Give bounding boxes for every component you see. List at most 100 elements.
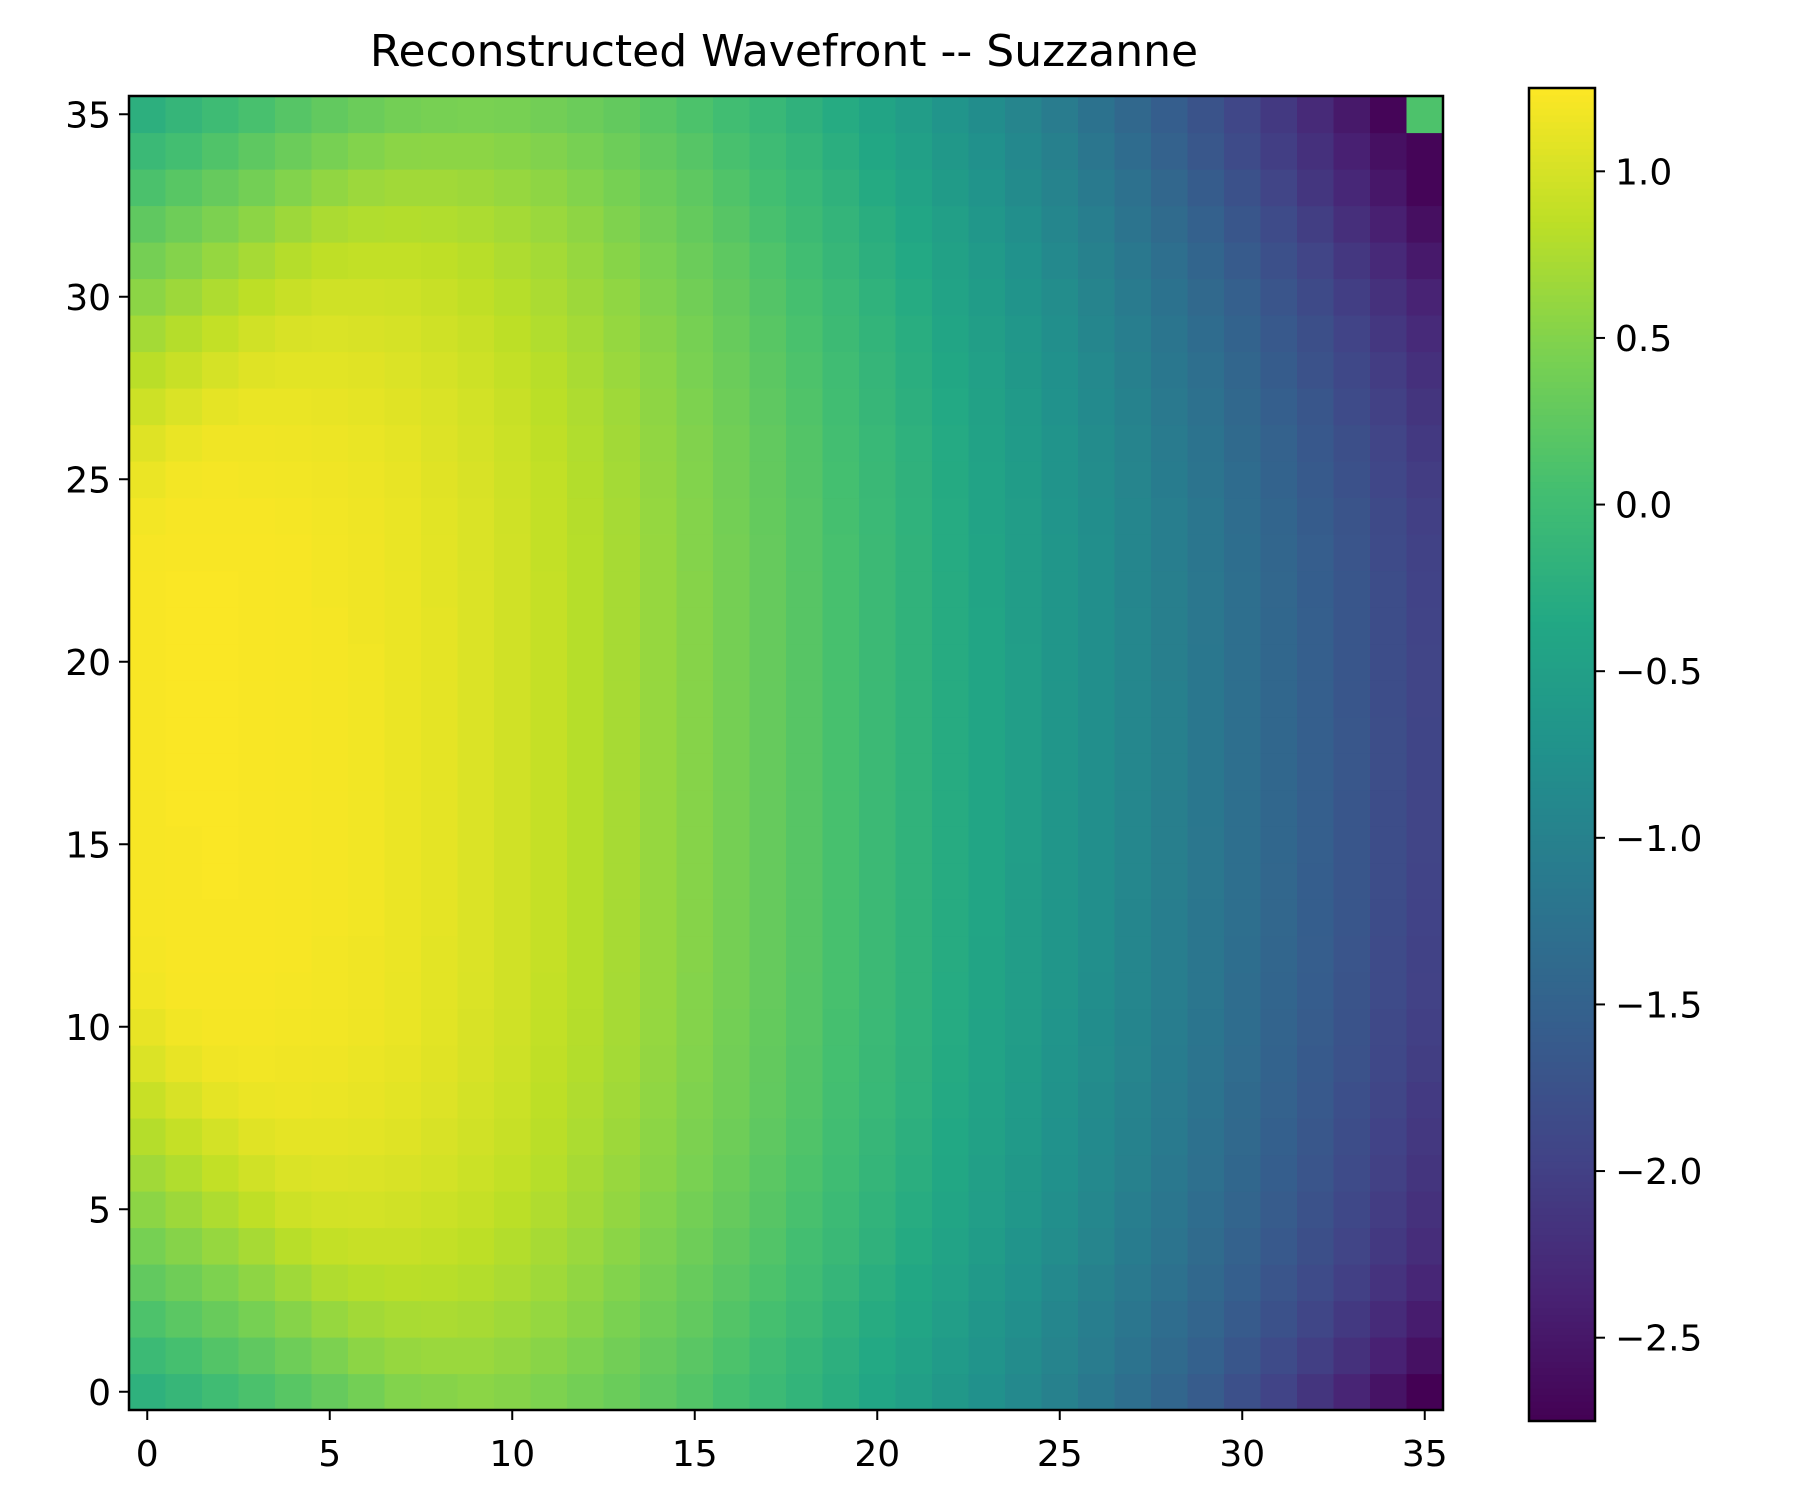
heatmap-cell [129,972,167,1010]
heatmap-cell [822,753,860,791]
heatmap-cell [1260,242,1298,280]
heatmap-cell [1333,205,1371,243]
heatmap-cell [348,461,386,499]
heatmap-cell [567,826,605,864]
heatmap-cell [202,1191,240,1229]
heatmap-cell [749,132,787,170]
heatmap-cell [165,753,203,791]
heatmap-cell [1297,1300,1335,1338]
colorbar-strip [1529,754,1595,762]
heatmap-cell [1260,424,1298,462]
heatmap-cell [421,351,459,389]
heatmap-cell [603,935,641,973]
heatmap-cell [1370,132,1408,170]
colorbar-strip [1529,194,1595,203]
heatmap-cell [275,607,313,645]
colorbar-strip [1529,661,1595,669]
heatmap-cell [1005,1373,1043,1411]
heatmap-cell [1406,972,1444,1010]
heatmap-cell [494,205,532,243]
heatmap-cell [1224,205,1262,243]
colorbar-strip [1529,561,1595,569]
heatmap-cell [384,1227,422,1265]
heatmap-cell [749,388,787,426]
heatmap-cell [494,972,532,1010]
heatmap-cell [1005,1191,1043,1229]
colorbar-strip [1529,247,1595,256]
heatmap-cell [129,1300,167,1338]
heatmap-cell [530,935,568,973]
heatmap-cell [713,1154,751,1192]
heatmap-cell [603,1337,641,1375]
heatmap-cell [1370,1118,1408,1156]
heatmap-cell [1333,534,1371,572]
heatmap-cell [1260,1191,1298,1229]
heatmap-cell [1370,680,1408,718]
heatmap-cell [238,570,276,608]
heatmap-cell [129,205,167,243]
heatmap-cell [859,497,897,535]
heatmap-cell [1406,169,1444,207]
heatmap-cell [1406,242,1444,280]
heatmap-cell [895,1008,933,1046]
heatmap-cell [1005,643,1043,681]
heatmap-cell [1406,1300,1444,1338]
heatmap-cell [859,862,897,900]
heatmap-cell [932,826,970,864]
heatmap-cell [1187,315,1225,353]
colorbar-strip [1529,281,1595,289]
heatmap-cell [1187,1264,1225,1302]
heatmap-cell [859,534,897,572]
heatmap-cell [640,424,678,462]
heatmap-cell [494,169,532,207]
heatmap-cell [530,643,568,681]
heatmap-cell [1406,1008,1444,1046]
heatmap-cell [1406,1227,1444,1265]
heatmap-cell [348,1154,386,1192]
heatmap-cell [530,497,568,535]
heatmap-cell [932,570,970,608]
heatmap-cell [932,1373,970,1411]
heatmap-cell [895,351,933,389]
heatmap-cell [822,570,860,608]
heatmap-cell [895,570,933,608]
heatmap-cell [165,826,203,864]
heatmap-cell [1406,388,1444,426]
heatmap-cell [311,643,349,681]
heatmap-cell [932,1045,970,1083]
heatmap-cell [457,242,495,280]
heatmap-cell [311,1008,349,1046]
heatmap-cell [822,388,860,426]
colorbar-strip [1529,287,1595,296]
heatmap-cell [640,826,678,864]
heatmap-cell [1260,1227,1298,1265]
heatmap-cell [603,534,641,572]
heatmap-cell [786,899,824,937]
heatmap-cell [457,643,495,681]
heatmap-cell [1151,570,1189,608]
heatmap-cell [348,1118,386,1156]
heatmap-cell [567,1008,605,1046]
heatmap-cell [1297,424,1335,462]
colorbar-strip [1529,414,1595,423]
heatmap-cell [1187,534,1225,572]
heatmap-cell [640,278,678,316]
heatmap-cell [1041,205,1079,243]
colorbar-strip [1529,961,1595,969]
colorbar-strip [1529,1401,1595,1409]
heatmap-cell [238,1373,276,1411]
heatmap-cell [1224,935,1262,973]
colorbar-strip [1529,501,1595,509]
heatmap-cell [530,1154,568,1192]
heatmap-cell [311,388,349,426]
heatmap-cell [968,1191,1006,1229]
heatmap-cell [676,716,714,754]
heatmap-cell [457,497,495,535]
heatmap-cell [932,278,970,316]
heatmap-cell [1297,388,1335,426]
heatmap-cell [932,716,970,754]
heatmap-cell [311,607,349,645]
colorbar-strip [1529,1074,1595,1082]
heatmap-cell [311,716,349,754]
heatmap-cell [859,826,897,864]
